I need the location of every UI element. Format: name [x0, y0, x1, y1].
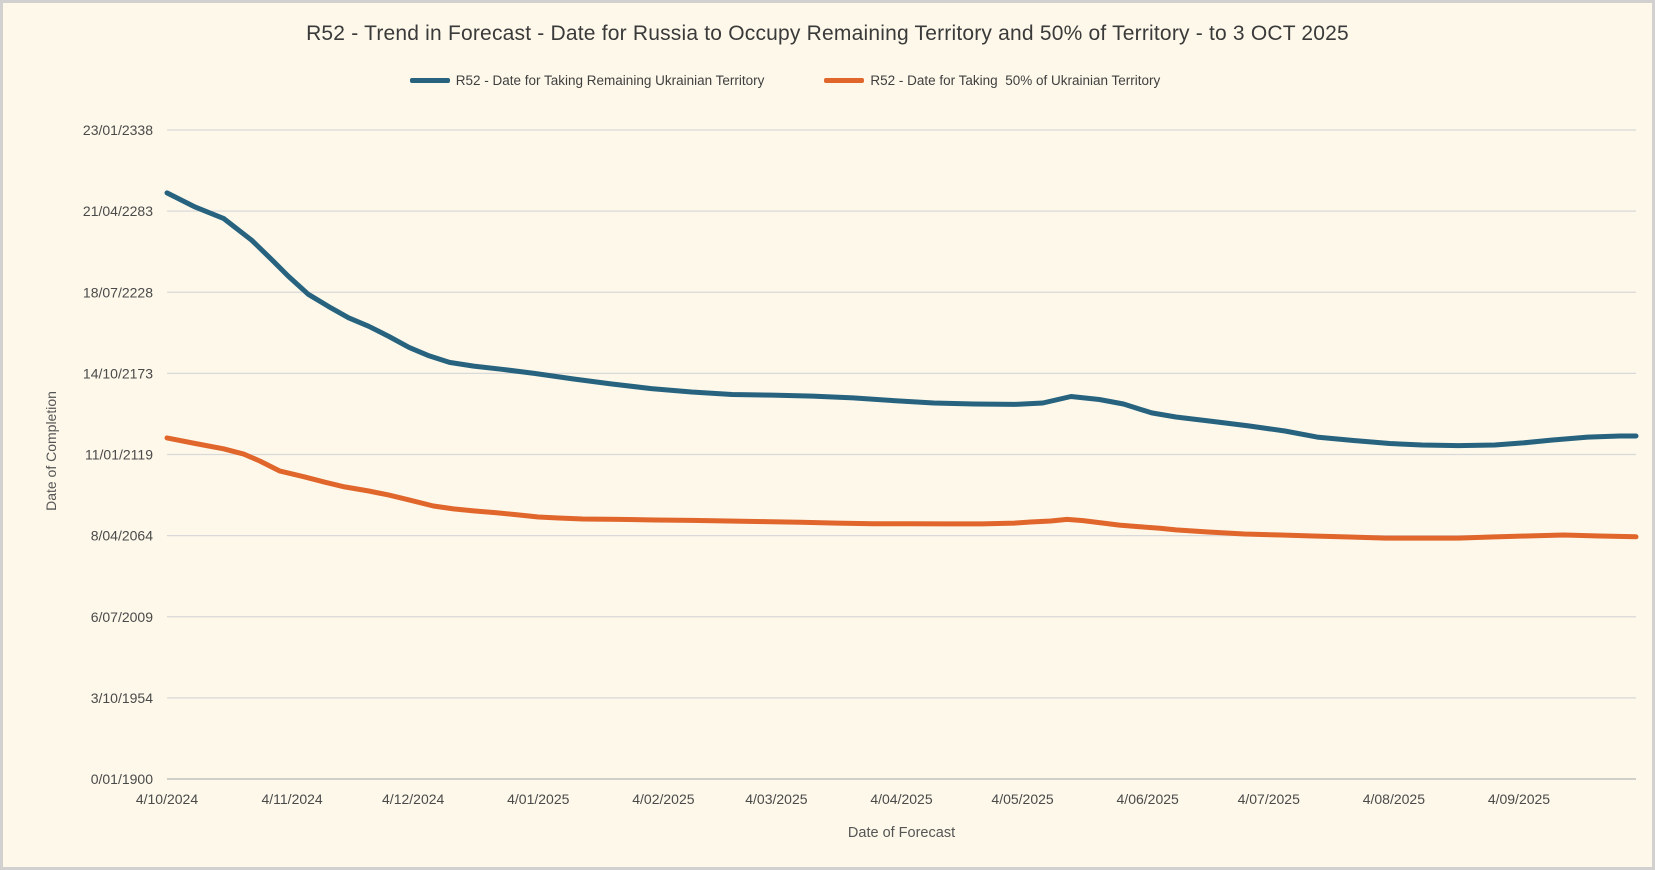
- x-tick-label: 4/11/2024: [261, 791, 322, 807]
- legend-line-swatch-50pct-territory: [824, 78, 865, 83]
- legend-item-remaining-territory: R52 - Date for Taking Remaining Ukrainia…: [409, 73, 765, 88]
- y-tick-label: 23/01/2338: [83, 122, 153, 138]
- x-tick-label: 4/03/2025: [745, 791, 807, 807]
- x-tick-label: 4/09/2025: [1488, 791, 1550, 807]
- y-axis-title: Date of Completion: [43, 391, 59, 511]
- y-tick-label: 6/07/2009: [91, 609, 153, 625]
- y-tick-label: 14/10/2173: [83, 365, 153, 381]
- x-tick-label: 4/04/2025: [870, 791, 932, 807]
- plot-area: 0/01/1900 3/10/1954 6/07/2009 8/04/2064 11/0…: [83, 122, 1639, 807]
- chart-title: R52 - Trend in Forecast - Date for Russi…: [306, 22, 1349, 45]
- x-tick-label: 4/12/2024: [382, 791, 444, 807]
- y-tick-label: 18/07/2228: [83, 284, 153, 300]
- series-line-remaining-territory: [164, 190, 1639, 449]
- x-tick-label: 4/05/2025: [991, 791, 1053, 807]
- y-tick-label: 0/01/1900: [91, 771, 153, 787]
- x-tick-label: 4/08/2025: [1363, 791, 1425, 807]
- legend-item-50pct-territory: R52 - Date for Taking 50% of Ukrainian T…: [824, 73, 1160, 88]
- legend-line-swatch-remaining-territory: [409, 78, 450, 83]
- x-tick-label: 4/06/2025: [1117, 791, 1179, 807]
- chart-legend: R52 - Date for Taking Remaining Ukrainia…: [3, 73, 1567, 88]
- x-axis-title: Date of Forecast: [847, 825, 956, 841]
- legend-label-remaining-territory: R52 - Date for Taking Remaining Ukrainia…: [455, 73, 765, 88]
- x-tick-label: 4/10/2024: [136, 791, 198, 807]
- series-line-50pct-territory: [164, 435, 1639, 541]
- legend-label-50pct-territory: R52 - Date for Taking 50% of Ukrainian T…: [870, 73, 1161, 88]
- y-tick-label: 21/04/2283: [83, 203, 153, 219]
- x-tick-label: 4/01/2025: [507, 791, 569, 807]
- y-tick-label: 11/01/2119: [85, 447, 153, 463]
- x-tick-label: 4/02/2025: [632, 791, 694, 807]
- y-tick-label: 3/10/1954: [91, 690, 153, 706]
- y-tick-label: 8/04/2064: [91, 528, 153, 544]
- x-tick-label: 4/07/2025: [1238, 791, 1300, 807]
